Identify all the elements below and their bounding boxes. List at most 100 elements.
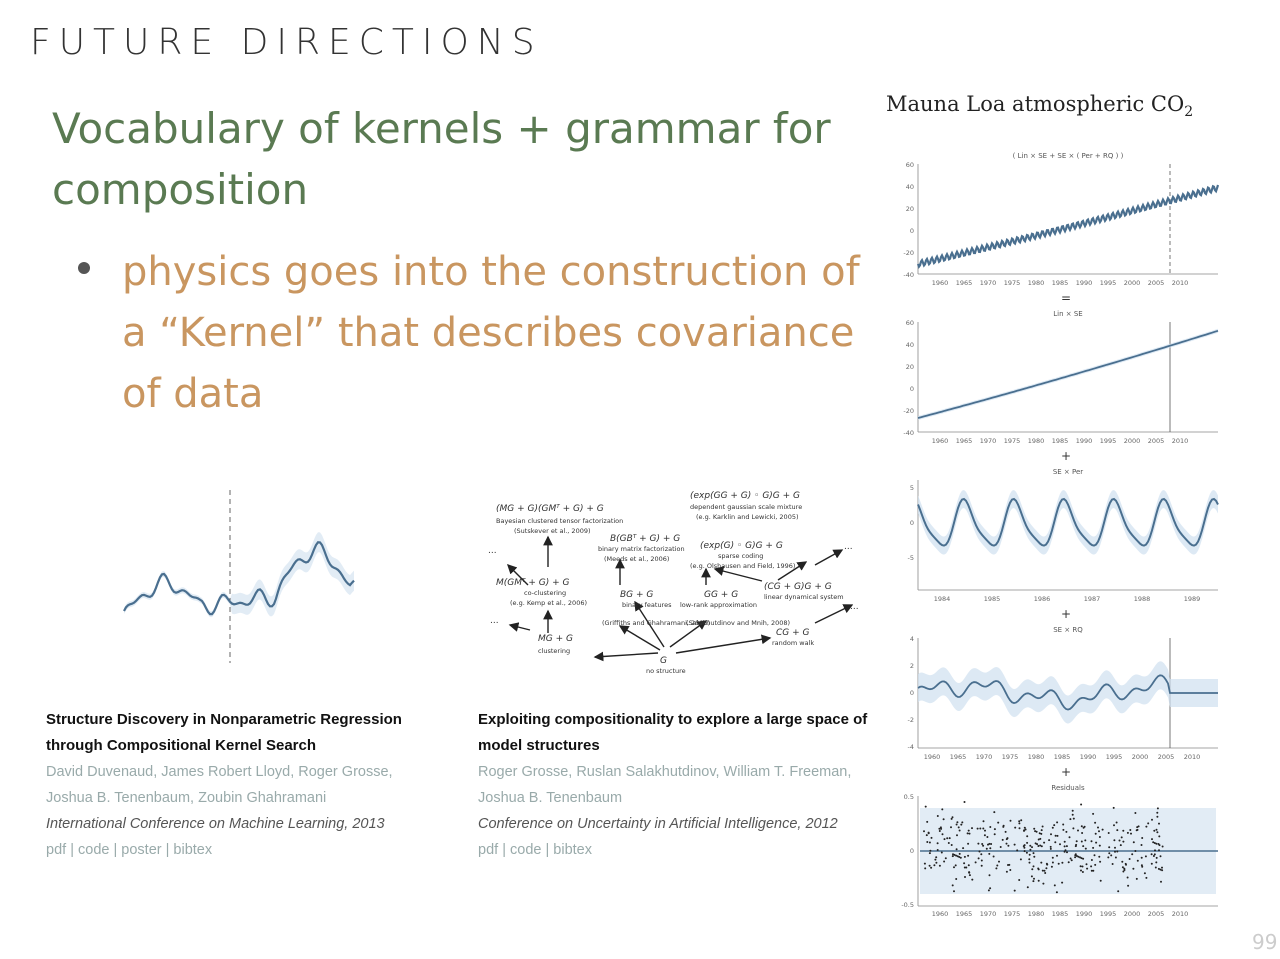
code-link[interactable]: code (78, 842, 110, 858)
residual-point (955, 878, 958, 880)
x-tick: 1965 (956, 437, 973, 445)
residual-point (1025, 851, 1028, 854)
equals-sign: = (1061, 291, 1071, 305)
x-tick: 1975 (1004, 279, 1021, 287)
x-tick: 2005 (1148, 910, 1165, 918)
residual-point (1131, 853, 1134, 856)
residual-point (1155, 861, 1158, 864)
residual-point (933, 864, 936, 867)
x-tick: 1986 (1034, 595, 1051, 603)
reference-venue: International Conference on Machine Lear… (46, 816, 385, 832)
residual-point (951, 855, 954, 858)
x-tick: 1989 (1184, 595, 1201, 603)
structure-tree-diagram: (MG + G)(GMᵀ + G) + G Bayesian clustered… (488, 491, 859, 675)
residual-point (1159, 868, 1162, 871)
panel-curve (917, 674, 1218, 711)
residual-point (929, 849, 932, 852)
residual-point (1044, 872, 1047, 874)
residual-point (1122, 829, 1125, 832)
residual-point (1111, 863, 1114, 865)
residual-point (926, 841, 929, 843)
reference-title[interactable]: Structure Discovery in Nonparametric Reg… (46, 711, 402, 754)
residual-point (951, 884, 954, 887)
residual-point (1033, 855, 1036, 858)
x-tick: 1960 (932, 910, 949, 918)
x-tick: 2005 (1158, 753, 1175, 761)
residual-point (1063, 850, 1066, 853)
panel-band (918, 661, 1218, 724)
residual-point (1086, 867, 1089, 870)
residual-point (941, 833, 944, 836)
residual-point (1034, 842, 1037, 845)
residual-point (940, 851, 943, 854)
residual-point (1033, 827, 1036, 830)
y-tick: 4 (910, 635, 914, 643)
residual-point (1153, 829, 1156, 832)
residual-point (1022, 845, 1025, 848)
residual-point (1134, 850, 1137, 852)
x-tick: 2010 (1172, 279, 1189, 287)
residual-point (964, 876, 966, 878)
residual-point (971, 827, 973, 830)
residual-point (948, 837, 951, 840)
residual-point (1023, 826, 1026, 829)
residual-point (1098, 836, 1101, 838)
residual-point (1147, 822, 1150, 825)
poster-link[interactable]: poster (121, 842, 162, 858)
residual-point (1059, 843, 1061, 846)
residual-point (924, 805, 927, 808)
residual-point (955, 848, 958, 851)
residual-point (1107, 856, 1110, 859)
residual-point (936, 815, 939, 817)
x-tick: 2005 (1148, 437, 1165, 445)
y-tick: -4 (908, 743, 914, 751)
pdf-link[interactable]: pdf (478, 842, 499, 858)
reference-title[interactable]: Exploiting compositionality to explore a… (478, 711, 868, 754)
residual-point (966, 832, 969, 835)
tree-node-desc: linear dynamical system (764, 593, 844, 601)
y-tick: 0 (910, 385, 914, 393)
residual-point (1077, 855, 1080, 858)
residual-point (1018, 822, 1021, 825)
residual-point (968, 871, 971, 874)
y-tick: 0 (910, 689, 914, 697)
x-tick: 2010 (1172, 437, 1189, 445)
y-tick: 0.5 (904, 793, 914, 801)
x-tick: 1970 (980, 910, 997, 918)
residual-point (1110, 854, 1113, 857)
residual-point (955, 823, 958, 826)
residual-point (963, 855, 966, 858)
x-tick: 1995 (1100, 910, 1117, 918)
residual-point (1061, 881, 1064, 884)
residual-point (1161, 866, 1163, 869)
residual-point (967, 829, 970, 832)
bibtex-link[interactable]: bibtex (173, 842, 213, 858)
residual-point (1068, 836, 1071, 839)
bibtex-link[interactable]: bibtex (553, 842, 592, 858)
residual-point (1018, 879, 1021, 881)
code-link[interactable]: code (510, 842, 542, 858)
residual-point (1080, 825, 1083, 828)
residual-point (1008, 863, 1011, 866)
bullet-dot (78, 262, 90, 274)
reference-authors: Roger Grosse, Ruslan Salakhutdinov, Will… (478, 764, 852, 806)
residual-point (1040, 861, 1043, 864)
reference-links: pdf | code | bibtex (478, 842, 592, 858)
pdf-link[interactable]: pdf (46, 842, 67, 858)
panel-caption: Residuals (1051, 784, 1085, 792)
residual-point (958, 856, 961, 858)
tree-node-title: BG + G (620, 590, 653, 600)
residual-point (1065, 830, 1068, 833)
tree-node-title: B(GBᵀ + G) + G (610, 534, 680, 544)
x-tick: 2010 (1172, 910, 1189, 918)
y-tick: 0 (910, 519, 914, 527)
residual-point (1136, 828, 1139, 831)
residual-point (1043, 841, 1046, 844)
residual-point (1063, 840, 1066, 843)
residual-point (1041, 825, 1044, 828)
residual-point (1031, 868, 1034, 871)
residual-point (982, 844, 985, 847)
y-tick: -0.5 (901, 901, 914, 909)
residual-point (1037, 868, 1040, 871)
residual-point (999, 846, 1002, 848)
